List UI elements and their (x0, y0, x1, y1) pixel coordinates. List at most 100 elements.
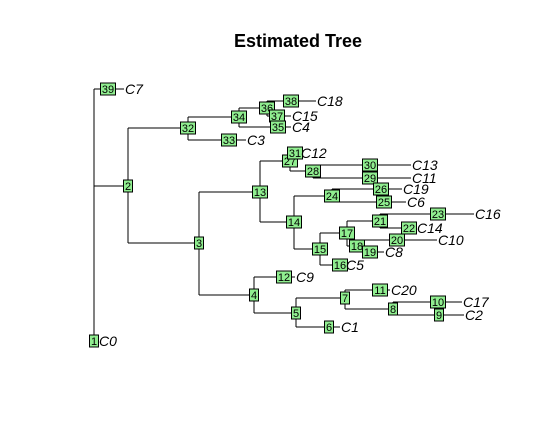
node-box (305, 164, 321, 178)
tree-node-30: 30 C13 (362, 157, 438, 173)
tree-node-26: 26 C19 (373, 181, 429, 197)
node-id: 14 (288, 217, 300, 229)
tree-node-38: 38 C18 (283, 93, 343, 109)
tree-node-4: 4 (249, 288, 259, 302)
node-id: 12 (278, 272, 290, 284)
tree-node-31: 31 C12 (287, 145, 327, 161)
leaf-label: C16 (475, 206, 501, 222)
tree-node-32: 32 (180, 121, 196, 135)
node-box (373, 182, 389, 196)
tree-node-29: 29 C11 (362, 170, 437, 186)
node-box (231, 110, 247, 124)
node-id: 38 (285, 96, 297, 108)
leaf-label: C10 (438, 232, 464, 248)
node-box (401, 221, 417, 235)
node-id: 35 (272, 122, 284, 134)
node-box (324, 320, 334, 334)
leaf-label: C5 (346, 257, 364, 273)
node-box (194, 236, 204, 250)
leaf-label: C9 (296, 269, 314, 285)
node-id: 37 (271, 111, 283, 123)
node-id: 33 (223, 135, 235, 147)
leaf-label: C11 (412, 170, 437, 186)
tree-node-17: 17 (339, 226, 355, 240)
leaf-label: C0 (99, 333, 117, 349)
tree-node-25: 25 C6 (376, 194, 425, 210)
node-box (100, 82, 116, 96)
leaf-label: C17 (463, 294, 490, 310)
leaf-label: C12 (301, 145, 327, 161)
tree-node-23: 23 C16 (430, 206, 501, 222)
tree-node-3: 3 (194, 236, 204, 250)
tree-node-12: 12 C9 (276, 269, 314, 285)
leaf-label: C3 (247, 132, 265, 148)
node-box (376, 195, 392, 209)
node-box (287, 146, 303, 160)
node-id: 34 (233, 112, 245, 124)
node-box (362, 245, 378, 259)
node-id: 31 (289, 148, 301, 160)
node-id: 21 (374, 216, 386, 228)
leaf-label: C19 (403, 181, 429, 197)
node-box (339, 226, 355, 240)
node-id: 17 (341, 228, 353, 240)
node-id: 16 (334, 260, 346, 272)
tree-node-1: 1 C0 (89, 333, 117, 349)
leaf-label: C2 (465, 307, 483, 323)
node-id: 19 (364, 247, 376, 259)
node-box (430, 295, 446, 309)
node-box (249, 288, 259, 302)
tree-node-19: 19 C8 (362, 244, 403, 260)
leaf-label: C14 (417, 220, 443, 236)
tree-node-24: 24 (324, 189, 340, 203)
tree-node-11: 11 C20 (372, 282, 417, 298)
node-box (332, 258, 348, 272)
leaf-label: C8 (385, 244, 403, 260)
node-box (430, 207, 446, 221)
tree-node-34: 34 (231, 110, 247, 124)
tree-node-7: 7 (340, 291, 350, 305)
leaf-label: C18 (317, 93, 343, 109)
node-id: 3 (196, 238, 202, 250)
node-id: 6 (326, 322, 332, 334)
tree-node-9: 9 C2 (434, 307, 483, 323)
node-id: 25 (378, 197, 390, 209)
tree-node-8: 8 (388, 302, 398, 316)
node-box (123, 179, 133, 193)
tree-node-13: 13 (252, 185, 268, 199)
node-box (270, 120, 286, 134)
node-id: 9 (436, 310, 442, 322)
leaf-label: C6 (407, 194, 425, 210)
node-id: 4 (251, 290, 257, 302)
tree-node-2: 2 (123, 179, 133, 193)
node-id: 22 (403, 223, 415, 235)
node-box (312, 242, 328, 256)
tree-node-22: 22 C14 (401, 220, 443, 236)
node-id: 32 (182, 123, 194, 135)
node-box (180, 121, 196, 135)
node-id: 20 (391, 235, 403, 247)
node-id: 28 (307, 166, 319, 178)
node-id: 18 (351, 241, 363, 253)
node-id: 13 (254, 187, 266, 199)
tree-node-37: 37 C15 (269, 108, 318, 124)
tree-node-16: 16 C5 (332, 257, 364, 273)
node-id: 26 (375, 184, 387, 196)
leaf-label: C13 (412, 157, 438, 173)
node-id: 10 (432, 297, 444, 309)
node-box (372, 214, 388, 228)
node-id: 8 (390, 304, 396, 316)
leaf-label: C20 (391, 282, 417, 298)
tree-node-33: 33 C3 (221, 132, 265, 148)
node-box (283, 94, 299, 108)
leaf-label: C15 (292, 108, 318, 124)
node-box (291, 306, 301, 320)
leaf-label: C1 (341, 319, 359, 335)
tree-node-18: 18 (349, 239, 365, 253)
node-id: 2 (125, 181, 131, 193)
node-id: 15 (314, 244, 326, 256)
tree-node-39: 39 C7 (100, 81, 144, 97)
node-box (389, 233, 405, 247)
